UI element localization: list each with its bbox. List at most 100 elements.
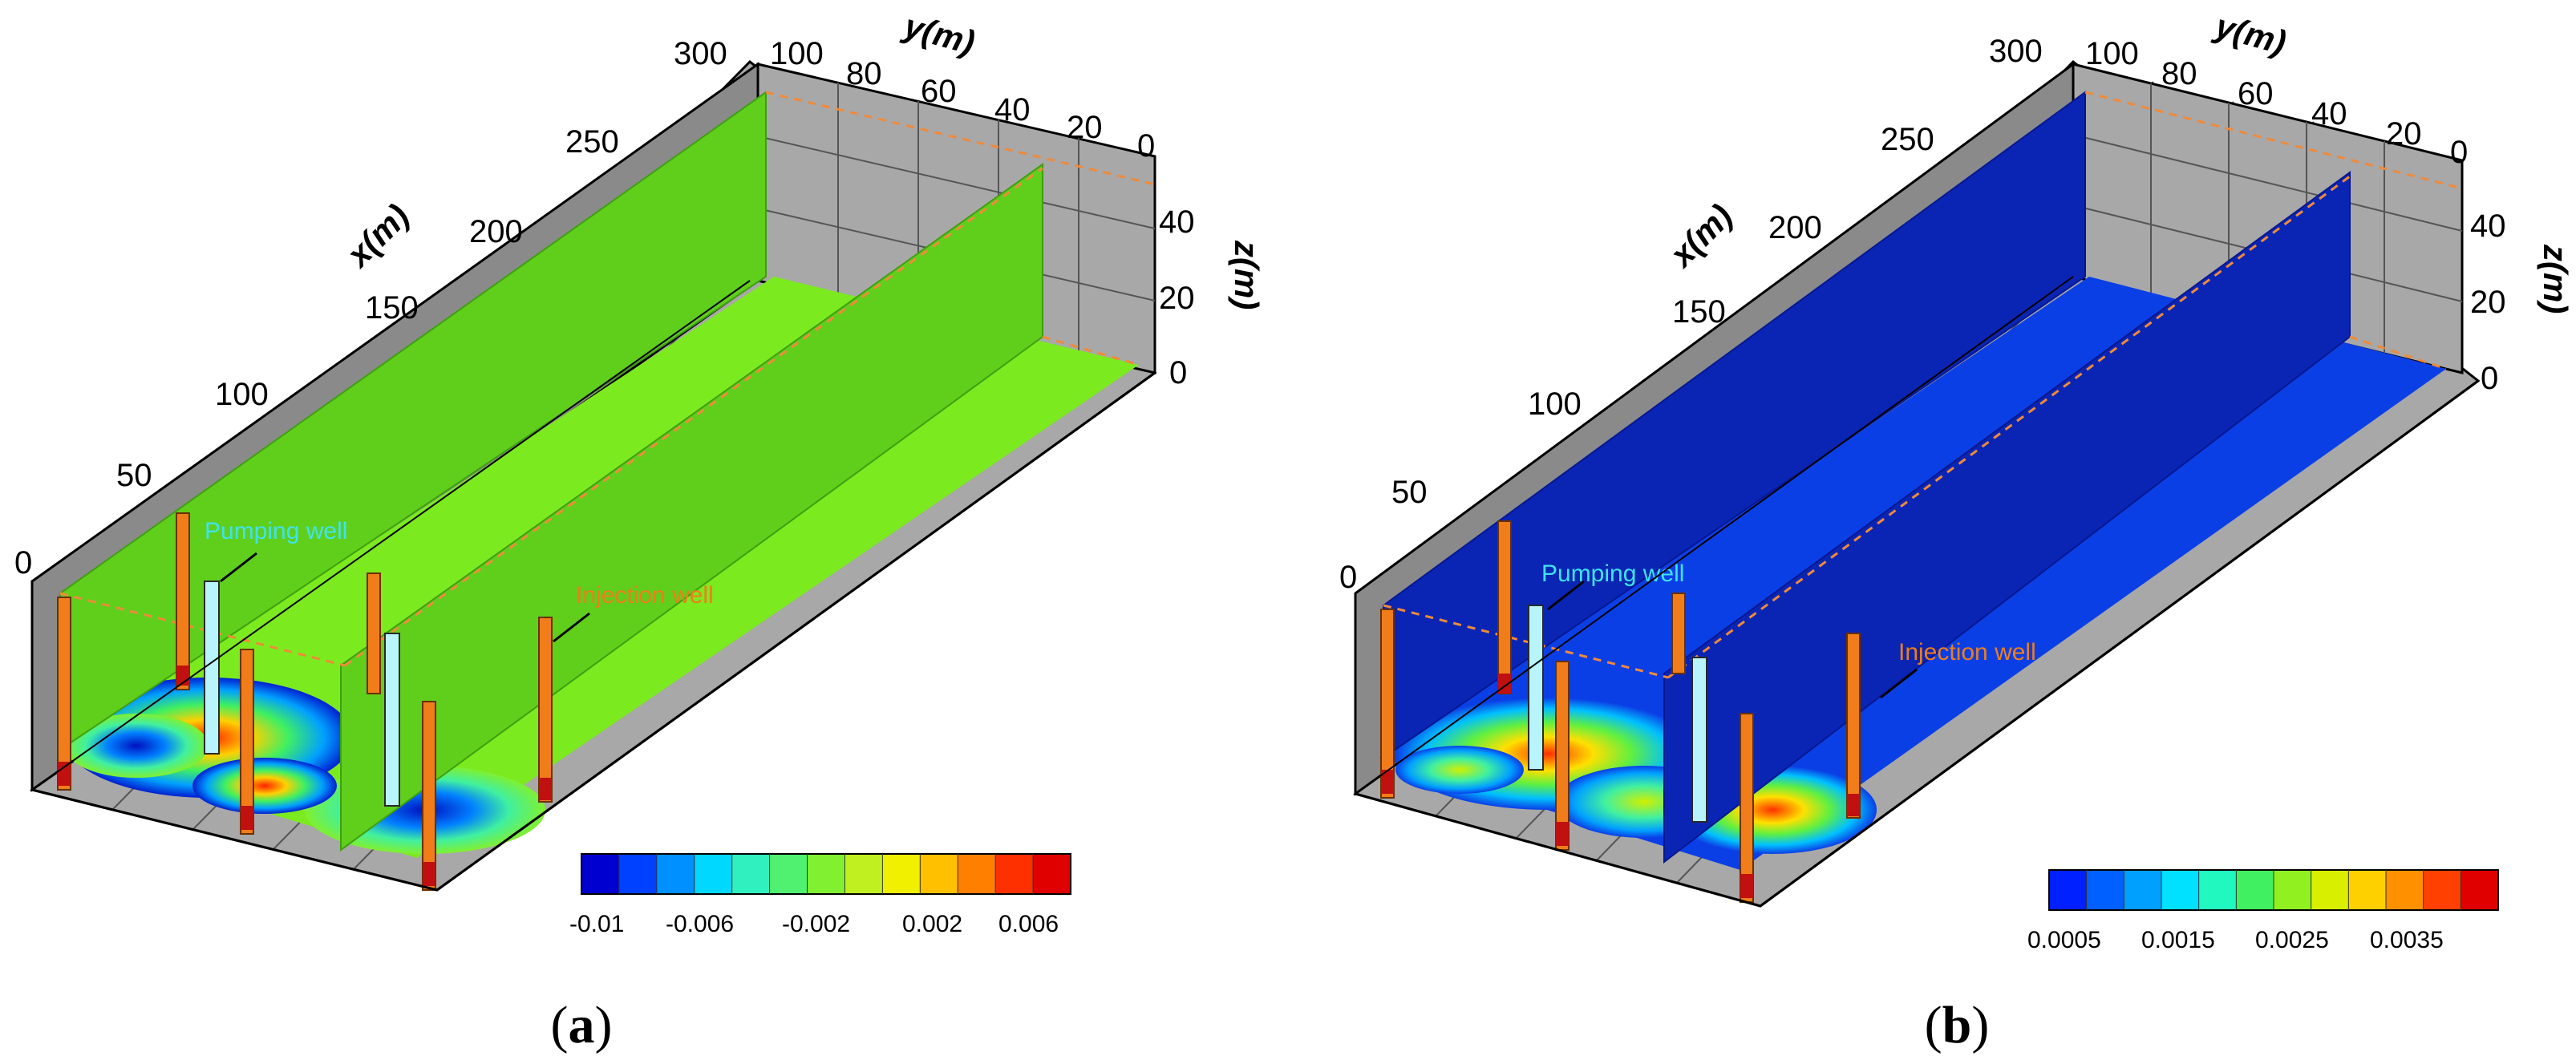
pumping-wells xyxy=(1528,605,1707,823)
injection-label-pointer xyxy=(553,612,590,643)
colorbar-tick: 0.0035 xyxy=(2370,927,2444,953)
colorbar-segment xyxy=(807,854,845,894)
colorbar-tick: 0.002 xyxy=(902,911,962,937)
colorbar-segment xyxy=(2161,870,2200,910)
injection-well xyxy=(422,701,436,891)
y-tick: 100 xyxy=(770,36,824,71)
injection-well-screen xyxy=(58,762,71,786)
z-tick: 20 xyxy=(1159,281,1195,316)
y-tick: 80 xyxy=(2161,56,2197,91)
colorbar-segment xyxy=(2124,870,2162,910)
panel-caption: (a) xyxy=(551,996,613,1054)
pumping-label-pointer xyxy=(1547,580,1585,611)
box-edge xyxy=(1355,276,2074,795)
y-tick: 100 xyxy=(2085,36,2139,71)
injection-well xyxy=(240,649,254,835)
colorbar-ticks: 0.0005 0.0015 0.0025 0.0035 xyxy=(2027,927,2444,953)
pumping-well xyxy=(384,633,400,807)
x-tick: 300 xyxy=(1989,34,2043,69)
colorbar-segment xyxy=(769,854,808,894)
colorbar-segment xyxy=(2049,870,2088,910)
pumping-wells xyxy=(204,581,400,807)
injection-well xyxy=(1671,593,1686,674)
colorbar-segment xyxy=(694,854,733,894)
x-tick: 200 xyxy=(469,214,523,249)
injection-well-screen xyxy=(1556,822,1569,846)
injection-well xyxy=(538,617,553,803)
injection-well-screen xyxy=(1381,770,1394,794)
panel-caption: (b) xyxy=(1925,996,1990,1054)
colorbar-segment xyxy=(2386,870,2424,910)
y-tick: 60 xyxy=(2238,76,2274,111)
injection-well-label: Injection well xyxy=(576,582,714,609)
pumping-well xyxy=(1691,657,1707,823)
x-tick: 150 xyxy=(1672,294,1726,330)
x-axis-title: x(m) xyxy=(338,196,416,274)
dashed-line xyxy=(2349,335,2447,370)
dashed-line xyxy=(59,592,346,667)
y-tick: 80 xyxy=(846,56,882,91)
colorbar-segment xyxy=(1033,854,1071,894)
injection-well xyxy=(367,573,381,694)
y-axis-title: y(m) xyxy=(2210,6,2290,62)
colorbar-segment xyxy=(2423,870,2461,910)
pumping-well-label: Pumping well xyxy=(1541,560,1684,587)
colorbar-tick: 0.0005 xyxy=(2027,927,2101,953)
injection-wells xyxy=(1380,520,1861,903)
panel-b: Pumping well Injection well 0 50 100 150… xyxy=(1339,6,2574,1054)
x-axis-ticks: 0 50 100 150 200 250 300 xyxy=(14,36,727,581)
dashed-line xyxy=(2084,91,2463,190)
colorbar-segment xyxy=(2274,870,2312,910)
x-tick: 0 xyxy=(1339,560,1357,595)
contour-blob xyxy=(1395,746,1524,794)
y-axis-ticks: 100 80 60 40 20 0 xyxy=(2085,36,2468,170)
z-tick: 0 xyxy=(2481,361,2498,396)
colorbar-segment xyxy=(2086,870,2124,910)
colorbar-segment xyxy=(2236,870,2274,910)
x-tick: 250 xyxy=(1881,122,1934,157)
pumping-well-label: Pumping well xyxy=(205,518,347,544)
y-axis-ticks: 100 80 60 40 20 0 xyxy=(770,36,1155,164)
colorbar-segment xyxy=(2348,870,2387,910)
colorbar-tick: 0.0025 xyxy=(2255,927,2329,953)
injection-well-screen xyxy=(539,778,552,800)
colorbar-tick: 0.006 xyxy=(998,911,1059,937)
pumping-well xyxy=(1528,605,1544,771)
z-axis-ticks: 40 20 0 xyxy=(2470,208,2506,396)
colorbar-segment xyxy=(2461,870,2499,910)
contour-blob xyxy=(192,758,337,814)
z-tick: 40 xyxy=(2470,208,2506,244)
z-axis-ticks: 40 20 0 xyxy=(1159,204,1195,390)
x-tick: 0 xyxy=(14,545,32,581)
dashed-line xyxy=(1667,175,2351,679)
y-tick: 0 xyxy=(1137,128,1155,164)
colorbar xyxy=(581,853,1071,895)
colorbar-segment xyxy=(995,854,1034,894)
injection-label-pointer xyxy=(1880,668,1918,699)
y-tick: 20 xyxy=(2386,116,2422,152)
z-tick: 20 xyxy=(2470,285,2506,320)
x-tick: 250 xyxy=(565,124,619,160)
colorbar-segment xyxy=(656,854,695,894)
x-axis-title: x(m) xyxy=(1662,196,1740,274)
injection-well-screen xyxy=(1740,874,1753,898)
injection-well xyxy=(1740,713,1754,903)
colorbar-segment xyxy=(581,854,620,894)
injection-well-screen xyxy=(1847,794,1860,816)
contour-blob xyxy=(64,714,209,778)
y-axis-title: y(m) xyxy=(899,6,979,62)
dashed-line xyxy=(1383,604,1669,679)
injection-well xyxy=(176,512,190,690)
colorbar-tick: 0.0015 xyxy=(2141,927,2215,953)
colorbar-frame xyxy=(581,853,1071,895)
x-tick: 50 xyxy=(1391,475,1428,510)
injection-well xyxy=(1846,633,1861,819)
colorbar-ticks: -0.01 -0.006 -0.002 0.002 0.006 xyxy=(569,911,1059,937)
injection-well xyxy=(1555,661,1569,851)
colorbar-segment xyxy=(2311,870,2349,910)
z-axis-title: z(m) xyxy=(1228,240,1266,310)
colorbar-segment xyxy=(731,854,771,894)
y-tick: 20 xyxy=(1067,110,1103,145)
dashed-line xyxy=(765,91,1156,186)
